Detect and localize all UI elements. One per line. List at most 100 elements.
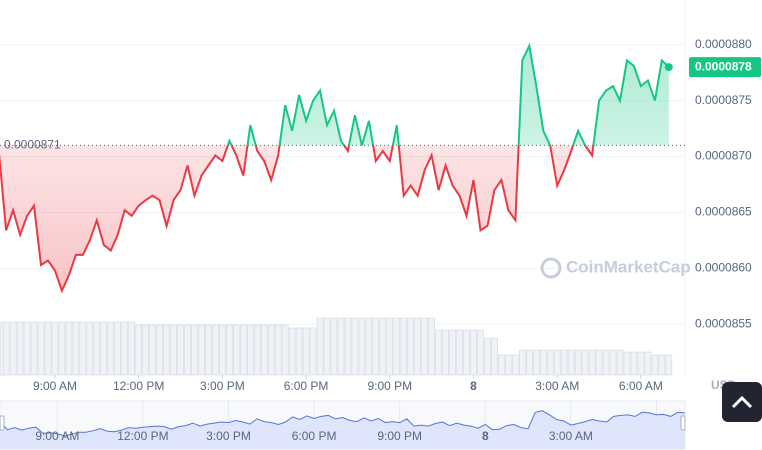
volume-bar (16, 321, 24, 376)
volume-bar (351, 317, 359, 376)
volume-bar (449, 329, 456, 376)
volume-bar (637, 351, 645, 376)
volume-bar (316, 317, 324, 376)
button-bg[interactable] (722, 382, 762, 422)
navigator-handle (0, 415, 5, 431)
volume-bar (30, 321, 38, 376)
volume-bar (463, 329, 470, 376)
volume-bar (170, 324, 177, 376)
volume-bar (491, 337, 498, 376)
volume-bar (623, 351, 631, 376)
volume-bar (386, 317, 394, 376)
volume-bar (226, 324, 233, 376)
volume-bar (212, 324, 219, 376)
last-price-label: 0.0000878 (695, 59, 752, 73)
volume-bar (72, 321, 80, 376)
volume-bar (156, 324, 163, 376)
navigator-tick-label: 3:00 AM (549, 429, 593, 443)
volume-bar (344, 317, 352, 376)
navigator-tick-label: 12:00 PM (117, 429, 168, 443)
volume-bar (240, 324, 247, 376)
volume-bar (560, 349, 568, 376)
volume-bar (526, 349, 533, 376)
volume-bar (107, 321, 115, 376)
volume-bar (2, 321, 10, 376)
volume-bar (358, 317, 366, 376)
volume-bar (379, 317, 387, 376)
volume-bar (442, 329, 449, 376)
volume-bar (505, 354, 512, 376)
volume-bar (588, 349, 596, 376)
volume-bar (37, 321, 45, 376)
y-tick-label: 0.0000865 (695, 205, 752, 219)
navigator-tick-label: 9:00 AM (35, 429, 79, 443)
volume-bar (539, 349, 547, 376)
volume-bar (100, 321, 108, 376)
y-tick-label: 0.0000870 (695, 149, 752, 163)
volume-bar (616, 349, 624, 376)
volume-bar (330, 317, 338, 376)
volume-bar (163, 324, 170, 376)
volume-bar (470, 329, 477, 376)
volume-bar (219, 324, 226, 376)
volume-bar (177, 324, 184, 376)
navigator-tick-label: 8 (482, 429, 489, 443)
volume-bar (23, 321, 31, 376)
volume-bar (567, 349, 575, 376)
x-tick-label: 3:00 AM (535, 379, 579, 393)
volume-bar (114, 321, 122, 376)
baseline-label: 0.0000871 (4, 138, 61, 152)
y-tick-label: 0.0000860 (695, 261, 752, 275)
volume-bar (253, 324, 261, 376)
x-tick-label: 3:00 PM (200, 379, 245, 393)
volume-bar (135, 324, 142, 376)
volume-bar (295, 327, 303, 376)
volume-bar (191, 324, 198, 376)
volume-bar (665, 354, 673, 376)
volume-bar (44, 321, 52, 376)
volume-bar (337, 317, 345, 376)
watermark: CoinMarketCap (566, 257, 691, 276)
volume-bar (651, 354, 659, 376)
volume-bar (205, 324, 212, 376)
volume-bar (267, 324, 275, 376)
volume-bar (393, 317, 401, 376)
x-tick-label: 6:00 PM (284, 379, 329, 393)
volume-bar (274, 324, 282, 376)
y-tick-label: 0.0000880 (695, 37, 752, 51)
volume-bar (142, 324, 149, 376)
volume-bar (553, 349, 561, 376)
volume-bar (51, 321, 59, 376)
volume-bar (498, 354, 505, 376)
chevron-up[interactable] (731, 395, 753, 409)
volume-bar (400, 317, 408, 376)
volume-bar (421, 317, 428, 376)
volume-bar (93, 321, 101, 376)
watermark-logo (540, 257, 562, 279)
volume-bar (79, 321, 87, 376)
volume-bar (86, 321, 94, 376)
volume-bar (365, 317, 373, 376)
volume-bar (9, 321, 17, 376)
volume-bar (602, 349, 610, 376)
volume-bar (121, 321, 129, 376)
volume-bar (407, 317, 415, 376)
volume-bar (149, 324, 156, 376)
volume-bar (435, 329, 442, 376)
scroll-top-button[interactable] (722, 382, 762, 422)
navigator-tick-label: 6:00 PM (292, 429, 337, 443)
x-tick-label: 9:00 AM (33, 379, 77, 393)
volume-bar (260, 324, 268, 376)
navigator-line (0, 410, 686, 437)
volume-bar (477, 329, 484, 376)
volume-bar (302, 327, 310, 376)
x-tick-label: 12:00 PM (113, 379, 164, 393)
volume-bar (595, 349, 603, 376)
volume-bar (184, 324, 191, 376)
navigator-tick-label: 9:00 PM (377, 429, 422, 443)
last-point (664, 63, 673, 72)
volume-bar (456, 329, 463, 376)
x-tick-label: 8 (470, 379, 477, 393)
